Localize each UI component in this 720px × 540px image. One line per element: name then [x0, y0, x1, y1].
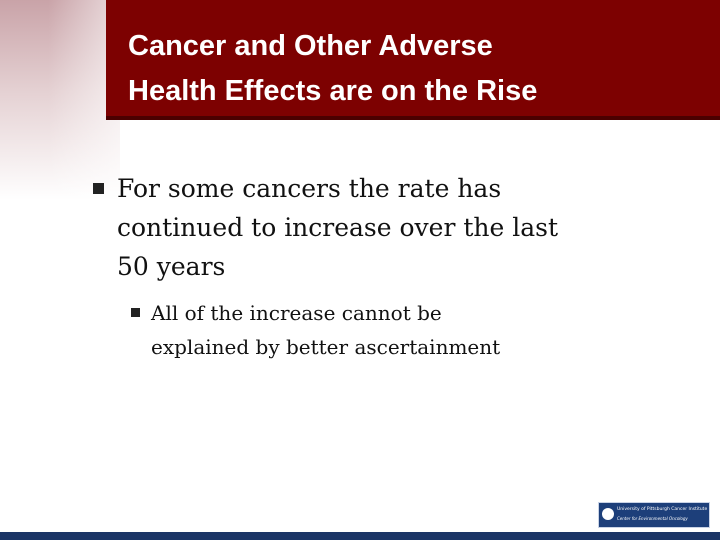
title-band	[106, 0, 720, 116]
text-line: continued to increase over the last	[117, 213, 559, 242]
bottom-bar	[0, 532, 720, 540]
logo-seal	[602, 508, 614, 520]
text-line: For some cancers the rate has	[117, 174, 502, 203]
title-line: Health Effects are on the Rise	[128, 75, 538, 107]
text-line: All of the increase cannot be	[151, 301, 442, 325]
title-band-edge	[106, 116, 720, 120]
text-line: 50 years	[117, 252, 226, 281]
title-line: Cancer and Other Adverse	[128, 30, 493, 62]
sub-bullet-marker	[131, 308, 140, 317]
text-line: explained by better ascertainment	[151, 335, 501, 359]
logo-line: Center for Environmental Oncology	[617, 516, 688, 521]
bullet-marker	[93, 183, 104, 194]
sub-bullet-text: All of the increase cannot be explained …	[151, 296, 500, 364]
title: Cancer and Other Adverse Health Effects …	[128, 24, 537, 114]
logo: University of Pittsburgh Cancer Institut…	[598, 502, 710, 528]
flask-image-fade	[0, 0, 120, 200]
bullet-text: For some cancers the rate has continued …	[117, 169, 558, 286]
logo-line: University of Pittsburgh Cancer Institut…	[617, 507, 708, 512]
